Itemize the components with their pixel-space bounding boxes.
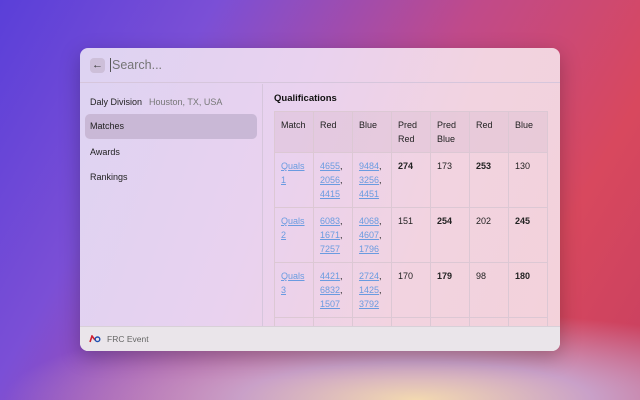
pred-blue-cell: 173 [430, 152, 470, 208]
red-score-cell: 224 [469, 317, 509, 326]
red-score-cell: 253 [469, 152, 509, 208]
blue-alliance-cell: 9484, 3256, 4451 [352, 152, 392, 208]
team-link[interactable]: 1425 [359, 285, 380, 295]
red-alliance-cell: 6424 [313, 317, 353, 326]
match-link[interactable]: Quals 3 [281, 271, 305, 295]
column-header: Match [274, 111, 314, 153]
match-link[interactable]: Quals 2 [281, 216, 305, 240]
blue-score-cell: 130 [508, 152, 548, 208]
pred-red-cell: 151 [391, 207, 431, 263]
table-row: Quals 1 4655, 2056, 4415 9484, 3256, 4451 274 17… [274, 152, 548, 208]
match-link[interactable]: Quals 1 [281, 161, 305, 185]
sidebar-item-awards[interactable]: Awards [90, 146, 120, 157]
score-value: 180 [515, 271, 531, 281]
match-cell: Quals 2 [274, 207, 314, 263]
red-score-cell: 202 [469, 207, 509, 263]
score-value: 173 [437, 161, 453, 171]
match-cell: Quals 4 [274, 317, 314, 326]
blue-score-cell: 180 [508, 262, 548, 318]
back-button[interactable]: ← [90, 57, 105, 73]
team-link[interactable]: 9484 [359, 161, 380, 171]
column-header: Blue [352, 111, 392, 153]
frc-logo-icon [89, 335, 101, 343]
division-location: Houston, TX, USA [149, 97, 223, 107]
matches-panel: Qualifications Match Red Blue Pred Red Pred … [264, 84, 560, 326]
red-alliance-cell: 6083, 1671, 7257 [313, 207, 353, 263]
pred-blue-cell: 119 [430, 317, 470, 326]
team-link[interactable]: 4607 [359, 230, 380, 240]
team-link[interactable]: 1796 [359, 244, 380, 254]
sidebar: Daly Division Houston, TX, USA Matches Aw… [80, 84, 263, 326]
pred-blue-cell: 254 [430, 207, 470, 263]
score-value: 274 [398, 161, 414, 171]
search-bar: ← [80, 48, 560, 83]
blue-alliance-cell: 4068, 4607, 1796 [352, 207, 392, 263]
score-value: 170 [398, 271, 414, 281]
score-value: 254 [437, 216, 453, 226]
red-score-cell: 98 [469, 262, 509, 318]
search-input[interactable] [110, 58, 510, 72]
division-header: Daly Division Houston, TX, USA [85, 89, 257, 114]
column-header: Blue [508, 111, 548, 153]
table-row: Quals 464246017195119224135 [274, 317, 548, 326]
pred-blue-cell: 179 [430, 262, 470, 318]
blue-alliance-cell: 2724, 1425, 3792 [352, 262, 392, 318]
score-value: 98 [476, 271, 487, 281]
team-link[interactable]: 7257 [320, 244, 341, 254]
column-header: Pred Blue [430, 111, 470, 153]
score-value: 245 [515, 216, 531, 226]
column-header: Pred Red [391, 111, 431, 153]
team-link[interactable]: 4451 [359, 189, 380, 199]
blue-alliance-cell: 6017 [352, 317, 392, 326]
score-value: 179 [437, 271, 453, 281]
column-header: Red [313, 111, 353, 153]
footer: FRC Event [80, 326, 560, 351]
footer-label: FRC Event [107, 334, 149, 344]
score-value: 202 [476, 216, 492, 226]
score-value: 130 [515, 161, 531, 171]
score-value: 253 [476, 161, 492, 171]
team-link[interactable]: 4655 [320, 161, 341, 171]
score-value: 151 [398, 216, 414, 226]
pred-red-cell: 170 [391, 262, 431, 318]
team-link[interactable]: 6832 [320, 285, 341, 295]
pred-red-cell: 274 [391, 152, 431, 208]
team-link[interactable]: 4415 [320, 189, 341, 199]
sidebar-item-matches[interactable]: Matches [85, 114, 257, 139]
match-cell: Quals 3 [274, 262, 314, 318]
red-alliance-cell: 4421, 6832, 1507 [313, 262, 353, 318]
team-link[interactable]: 2724 [359, 271, 380, 281]
table-row: Quals 3 4421, 6832, 1507 2724, 1425, 3792 170 17… [274, 262, 548, 318]
team-link[interactable]: 2056 [320, 175, 341, 185]
table-row: Quals 2 6083, 1671, 7257 4068, 4607, 1796 151 25… [274, 207, 548, 263]
team-link[interactable]: 6083 [320, 216, 341, 226]
arrow-left-icon: ← [92, 59, 103, 71]
column-header: Red [469, 111, 509, 153]
section-title: Qualifications [274, 93, 337, 104]
team-link[interactable]: 1671 [320, 230, 341, 240]
team-link[interactable]: 3256 [359, 175, 380, 185]
blue-score-cell: 245 [508, 207, 548, 263]
team-link[interactable]: 3792 [359, 299, 380, 309]
blue-score-cell: 135 [508, 317, 548, 326]
division-name: Daly Division [90, 97, 143, 107]
match-cell: Quals 1 [274, 152, 314, 208]
sidebar-item-rankings[interactable]: Rankings [90, 172, 128, 183]
pred-red-cell: 195 [391, 317, 431, 326]
command-window: ← Daly Division Houston, TX, USA Matches … [80, 48, 560, 351]
team-link[interactable]: 4068 [359, 216, 380, 226]
matches-table: Match Red Blue Pred Red Pred Blue Red Blue Qua… [274, 111, 548, 326]
team-link[interactable]: 1507 [320, 299, 341, 309]
red-alliance-cell: 4655, 2056, 4415 [313, 152, 353, 208]
team-link[interactable]: 4421 [320, 271, 341, 281]
